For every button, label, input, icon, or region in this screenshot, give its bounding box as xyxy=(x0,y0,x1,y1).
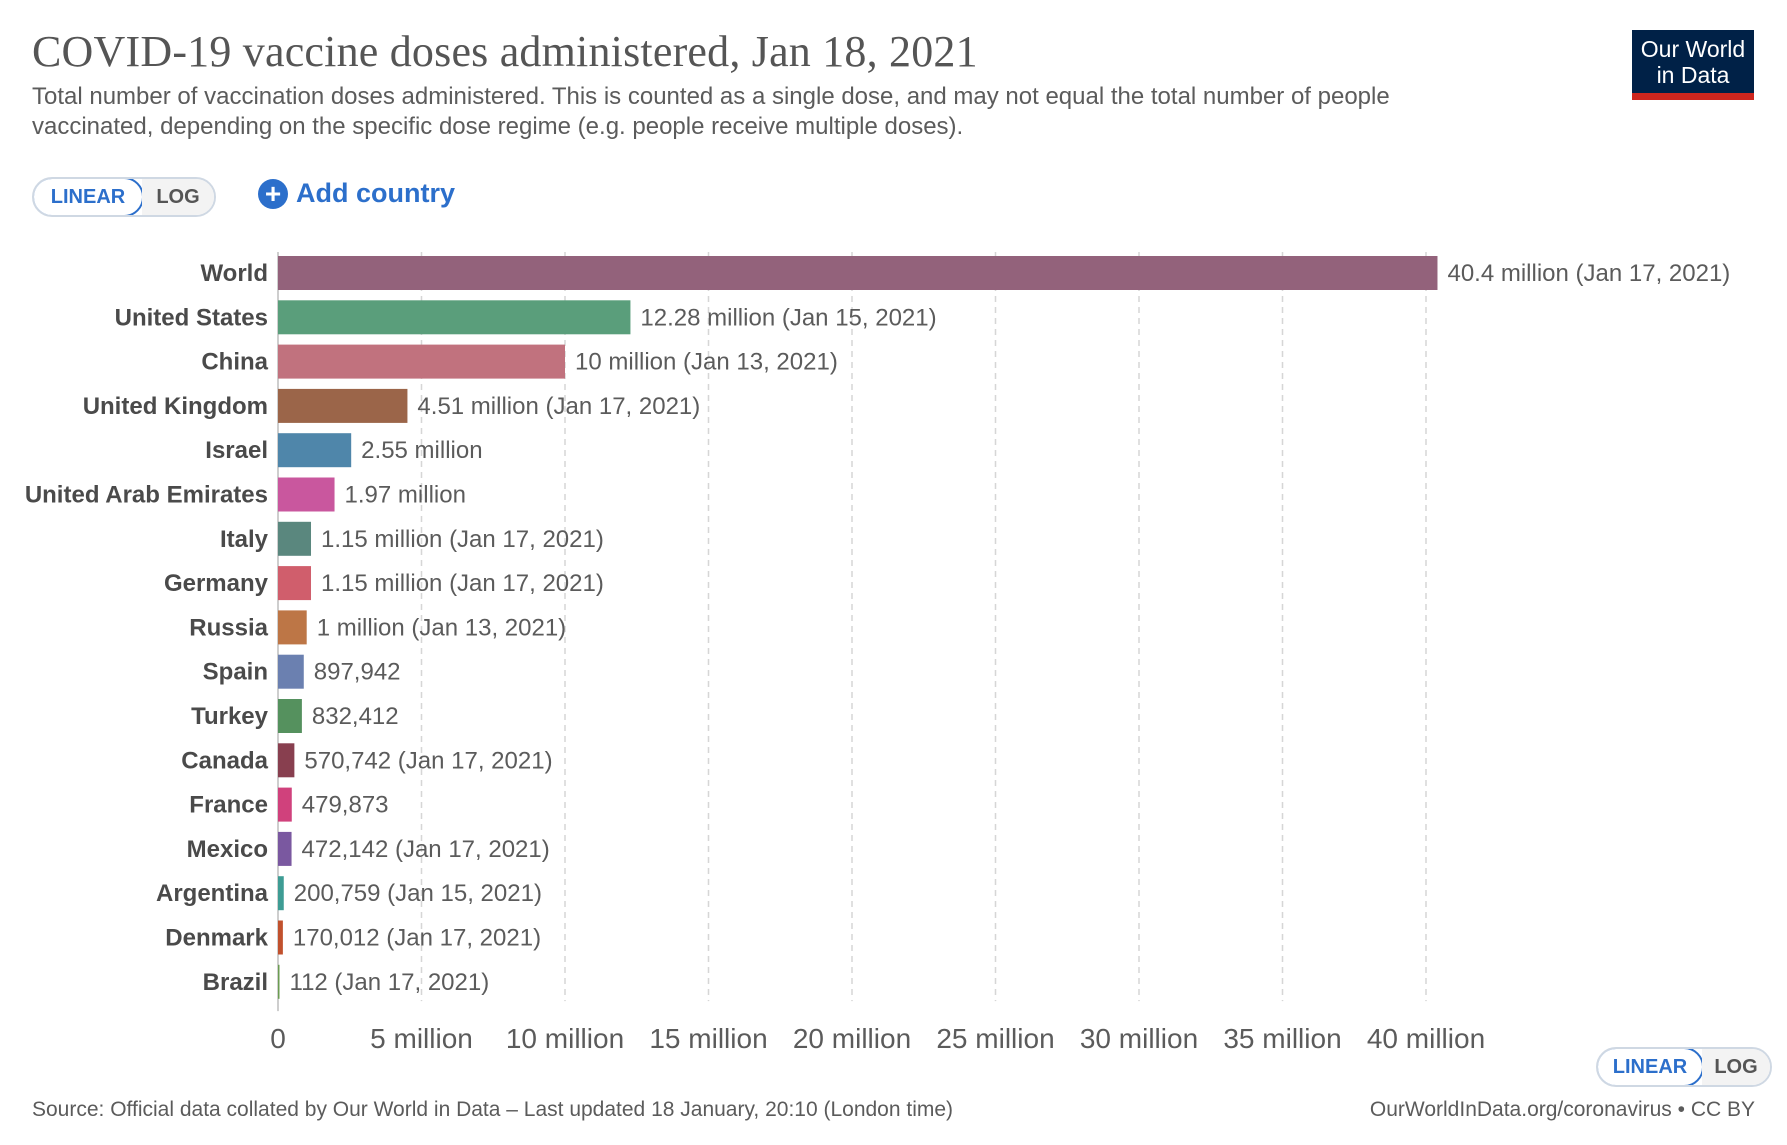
category-label: France xyxy=(189,792,268,819)
category-label: Spain xyxy=(203,659,268,686)
value-label: 170,012 (Jan 17, 2021) xyxy=(293,925,541,952)
category-label: Mexico xyxy=(187,836,268,863)
bar-denmark xyxy=(278,920,283,955)
owid-logo[interactable]: Our World in Data xyxy=(1632,30,1754,100)
logo-red-bar xyxy=(1632,93,1754,100)
add-country-label: Add country xyxy=(296,178,455,208)
bar-israel xyxy=(278,433,352,468)
x-tick-label: 5 million xyxy=(370,1023,473,1054)
x-tick-label: 30 million xyxy=(1080,1023,1198,1054)
category-label: United Arab Emirates xyxy=(25,482,268,509)
value-label: 112 (Jan 17, 2021) xyxy=(290,969,490,996)
scale-toggle-bottom: LINEAR LOG xyxy=(1596,1047,1772,1087)
category-label: Germany xyxy=(164,570,269,597)
source-note: Source: Official data collated by Our Wo… xyxy=(32,1098,954,1121)
value-label: 12.28 million (Jan 15, 2021) xyxy=(640,304,936,331)
logo-line-2: in Data xyxy=(1656,62,1730,88)
bar-mexico xyxy=(278,831,292,866)
value-label: 472,142 (Jan 17, 2021) xyxy=(302,836,550,863)
scale-toggle-top: LINEAR LOG xyxy=(32,177,216,217)
x-tick-label: 0 xyxy=(270,1023,286,1054)
value-label: 897,942 xyxy=(314,659,401,686)
value-label: 1.97 million xyxy=(345,482,466,509)
category-label: Italy xyxy=(220,526,269,553)
category-label: Turkey xyxy=(191,703,269,730)
category-label: China xyxy=(201,349,268,376)
bar-spain xyxy=(278,654,304,689)
chart-subtitle: Total number of vaccination doses admini… xyxy=(32,83,1390,140)
value-label: 1.15 million (Jan 17, 2021) xyxy=(321,570,604,597)
credit-link[interactable]: OurWorldInData.org/coronavirus • CC BY xyxy=(1369,1098,1755,1121)
value-label: 10 million (Jan 13, 2021) xyxy=(575,349,838,376)
log-scale-button[interactable]: LOG xyxy=(142,179,214,215)
bar-france xyxy=(278,787,292,822)
value-label: 4.51 million (Jan 17, 2021) xyxy=(417,393,700,420)
chart-title: COVID-19 vaccine doses administered, Jan… xyxy=(32,27,978,76)
x-tick-label: 10 million xyxy=(506,1023,624,1054)
value-label: 200,759 (Jan 15, 2021) xyxy=(294,880,542,907)
x-tick-label: 35 million xyxy=(1223,1023,1341,1054)
bar-argentina xyxy=(278,876,284,911)
category-label: Denmark xyxy=(165,925,268,952)
bar-world xyxy=(278,256,1438,290)
x-tick-label: 20 million xyxy=(793,1023,911,1054)
value-label: 1 million (Jan 13, 2021) xyxy=(317,614,566,641)
bar-canada xyxy=(278,743,295,778)
category-label: Argentina xyxy=(156,880,269,907)
value-label: 570,742 (Jan 17, 2021) xyxy=(304,747,552,774)
category-label: United States xyxy=(115,304,268,331)
category-label: World xyxy=(200,260,268,287)
bar-united-arab-emirates xyxy=(278,477,335,512)
category-label: United Kingdom xyxy=(83,393,268,420)
bar-brazil xyxy=(278,964,280,999)
logo-line-1: Our World xyxy=(1640,36,1746,62)
category-label: Israel xyxy=(205,437,268,464)
category-label: Canada xyxy=(181,747,268,774)
x-tick-label: 40 million xyxy=(1367,1023,1485,1054)
bar-turkey xyxy=(278,699,302,733)
x-tick-label: 15 million xyxy=(649,1023,767,1054)
x-tick-label: 25 million xyxy=(936,1023,1054,1054)
plus-circle-icon: + xyxy=(258,178,288,209)
bar-china xyxy=(278,344,565,379)
bar-italy xyxy=(278,521,312,556)
bar-united-kingdom xyxy=(278,388,408,423)
log-axis-button[interactable]: LOG xyxy=(1702,1049,1770,1085)
value-label: 2.55 million xyxy=(361,437,482,464)
bar-russia xyxy=(278,610,307,645)
category-label: Russia xyxy=(189,614,268,641)
value-label: 40.4 million (Jan 17, 2021) xyxy=(1447,260,1730,287)
linear-axis-button[interactable]: LINEAR xyxy=(1598,1049,1704,1085)
bar-united-states xyxy=(278,300,631,335)
add-country-button[interactable]: + Add country xyxy=(258,178,455,209)
value-label: 832,412 xyxy=(312,703,399,730)
bar-germany xyxy=(278,566,312,601)
value-label: 1.15 million (Jan 17, 2021) xyxy=(321,526,604,553)
value-label: 479,873 xyxy=(302,792,389,819)
category-label: Brazil xyxy=(203,969,268,996)
